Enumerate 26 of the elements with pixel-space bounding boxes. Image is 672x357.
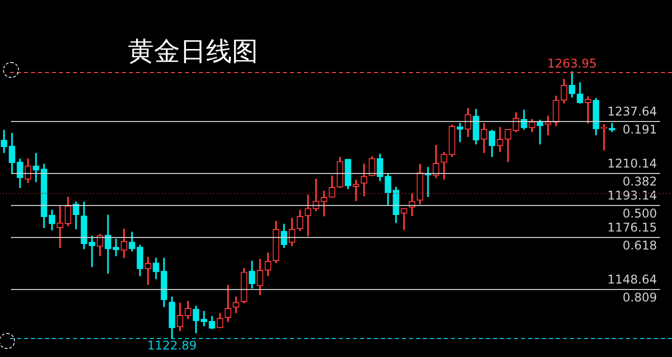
candlestick	[104, 214, 112, 274]
candlestick	[400, 208, 408, 230]
candlestick	[320, 190, 328, 216]
candlestick	[88, 236, 96, 268]
annotation: 0.500	[622, 206, 657, 221]
annotation: 0.809	[622, 290, 657, 305]
ref-line-label: 1193.14	[607, 188, 657, 203]
candlestick	[56, 205, 64, 248]
ref-line-label: 1210.14	[607, 156, 657, 171]
candlestick	[536, 120, 544, 144]
ref-line-label: 1237.64	[607, 104, 657, 119]
annotation: 0.382	[622, 174, 657, 189]
ref-line-label: 1176.15	[607, 220, 657, 235]
candlestick	[144, 256, 152, 286]
candlestick	[424, 166, 432, 198]
ref-line-label: 1122.89	[147, 338, 197, 353]
ref-line-label: 1263.95	[547, 56, 597, 71]
candlestick	[304, 194, 312, 236]
candlestick	[200, 310, 208, 326]
ref-line-label: 1148.64	[607, 272, 657, 287]
text: 黄金日线图	[128, 36, 258, 69]
annotation: 0.191	[622, 122, 657, 137]
candlestick	[352, 180, 360, 202]
annotation: 0.618	[622, 238, 657, 253]
candlestick	[584, 96, 592, 124]
candlestick	[32, 152, 40, 182]
